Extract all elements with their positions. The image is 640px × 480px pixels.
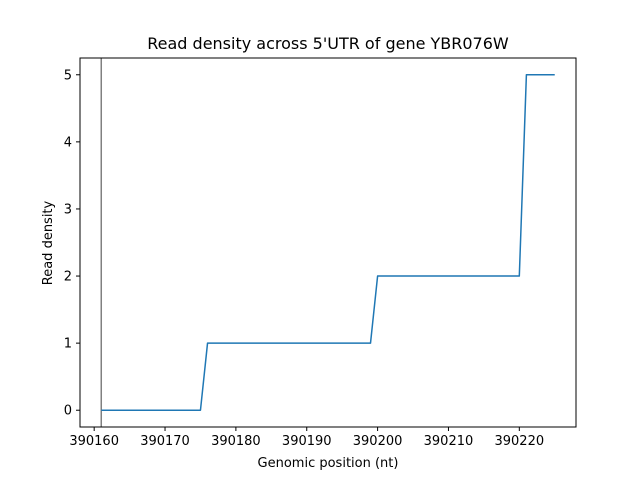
x-tick-label-0: 390160 [69, 434, 119, 449]
x-tick-label-2: 390180 [211, 434, 261, 449]
y-tick-label-0: 0 [64, 404, 72, 419]
y-tick-label-1: 1 [64, 337, 72, 352]
y-tick-label-4: 4 [64, 135, 72, 150]
y-tick-label-3: 3 [64, 202, 72, 217]
x-tick-label-4: 390200 [353, 434, 403, 449]
x-tick-label-3: 390190 [282, 434, 332, 449]
x-tick-label-6: 390220 [494, 434, 544, 449]
plot-area: 390160 390170 390180 390190 390200 390210 3902… [64, 57, 577, 449]
y-axis-label: Read density [41, 200, 56, 285]
x-tick-label-5: 390210 [424, 434, 474, 449]
plot-frame [79, 57, 577, 428]
y-tick-label-2: 2 [64, 270, 72, 285]
chart-title: Read density across 5'UTR of gene YBR076… [147, 34, 509, 53]
y-tick-label-5: 5 [64, 68, 72, 83]
x-axis-label: Genomic position (nt) [258, 456, 399, 471]
series-line-0 [101, 74, 555, 411]
x-tick-label-1: 390170 [140, 434, 190, 449]
